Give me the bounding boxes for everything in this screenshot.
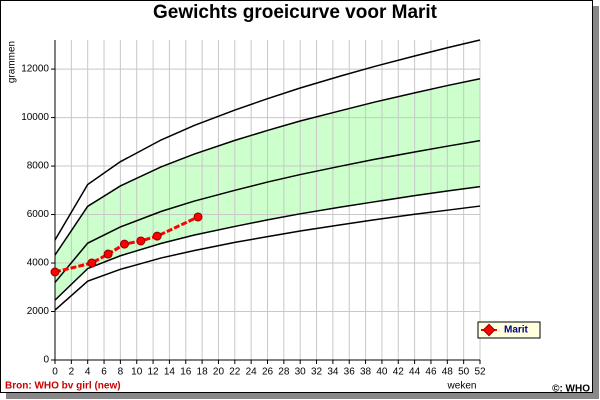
data-point	[87, 258, 97, 268]
x-tick-label: 18	[197, 367, 209, 378]
x-tick-label: 50	[458, 367, 470, 378]
data-point	[119, 239, 129, 249]
data-point	[50, 267, 60, 277]
data-point	[103, 249, 113, 259]
y-tick-label: 12000	[21, 64, 49, 75]
y-tick-label: 6000	[27, 209, 50, 220]
data-point	[136, 236, 146, 246]
y-tick-label: 2000	[27, 306, 50, 317]
x-tick-label: 44	[409, 367, 421, 378]
shadow	[593, 6, 599, 399]
reference-curve	[54, 139, 481, 283]
x-tick-label: 36	[344, 367, 356, 378]
x-tick-label: 42	[393, 367, 405, 378]
reference-curve	[54, 205, 481, 311]
x-tick-label: 20	[213, 367, 225, 378]
reference-curve	[54, 185, 481, 301]
x-tick-label: 8	[118, 367, 124, 378]
x-tick-label: 30	[295, 367, 307, 378]
x-tick-label: 22	[229, 367, 241, 378]
x-tick-label: 24	[246, 367, 258, 378]
x-tick-label: 52	[474, 367, 486, 378]
chart-title: Gewichts groeicurve voor Marit	[153, 2, 438, 23]
x-tick-label: 40	[376, 367, 388, 378]
legend-label: Marit	[504, 325, 529, 336]
source: Bron: WHO bv girl (new)	[5, 381, 121, 392]
x-tick-label: 26	[262, 367, 274, 378]
y-axis-label: grammen	[7, 41, 18, 83]
x-tick-label: 12	[148, 367, 160, 378]
y-tick-label: 4000	[27, 258, 50, 269]
reference-curve	[54, 39, 481, 241]
y-tick-label: 0	[43, 355, 49, 366]
y-tick-label: 8000	[27, 161, 50, 172]
y-tick-label: 10000	[21, 112, 49, 123]
data-point	[152, 231, 162, 241]
x-tick-label: 46	[425, 367, 437, 378]
x-tick-label: 4	[85, 367, 91, 378]
shadow	[6, 393, 599, 399]
x-tick-label: 0	[52, 367, 58, 378]
legend-box	[477, 321, 541, 339]
x-tick-label: 2	[69, 367, 75, 378]
x-tick-label: 14	[164, 367, 176, 378]
legend-marker	[482, 323, 496, 337]
x-tick-label: 34	[327, 367, 339, 378]
x-tick-label: 28	[278, 367, 290, 378]
x-tick-label: 48	[442, 367, 454, 378]
x-tick-label: 16	[180, 367, 192, 378]
x-tick-label: 6	[101, 367, 107, 378]
copyright: ©: WHO	[552, 384, 590, 395]
reference-curve	[54, 78, 481, 256]
x-tick-label: 38	[360, 367, 372, 378]
x-tick-label: 10	[131, 367, 143, 378]
x-axis-label: weken	[447, 381, 477, 392]
data-point	[193, 212, 203, 222]
x-tick-label: 32	[311, 367, 323, 378]
